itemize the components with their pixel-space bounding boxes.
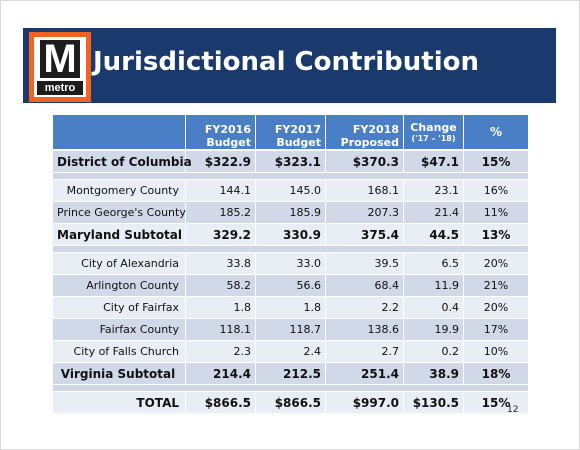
table-row-prince-georges: Prince George's County 185.2 185.9 207.3… <box>53 202 529 224</box>
table-header-row: FY2016 Budget FY2017 Budget FY2018 Propo… <box>53 115 529 151</box>
table-row-district-of-columbia: District of Columbia $322.9 $323.1 $370.… <box>53 151 529 173</box>
metro-logo-word: metro <box>37 81 83 95</box>
header-jurisdiction <box>53 115 186 151</box>
header-fy2017: FY2017 Budget <box>256 115 326 151</box>
header-fy2018: FY2018 Proposed <box>326 115 404 151</box>
header-change: Change ('17 – '18) <box>404 115 464 151</box>
table-row-fairfax-county: Fairfax County 118.1 118.7 138.6 19.9 17… <box>53 319 529 341</box>
slide-title: Jurisdictional Contribution <box>93 47 480 77</box>
page-number: 12 <box>507 405 519 415</box>
table-row-arlington: Arlington County 58.2 56.6 68.4 11.9 21% <box>53 275 529 297</box>
header-fy2016: FY2016 Budget <box>186 115 256 151</box>
table-row-maryland-subtotal: Maryland Subtotal 329.2 330.9 375.4 44.5… <box>53 224 529 246</box>
table-row-alexandria: City of Alexandria 33.8 33.0 39.5 6.5 20… <box>53 253 529 275</box>
table-spacer <box>53 246 529 253</box>
table-row-montgomery: Montgomery County 144.1 145.0 168.1 23.1… <box>53 180 529 202</box>
table-row-falls-church: City of Falls Church 2.3 2.4 2.7 0.2 10% <box>53 341 529 363</box>
table-row-total: TOTAL $866.5 $866.5 $997.0 $130.5 15% <box>53 392 529 414</box>
table-row-virginia-subtotal: Virginia Subtotal 214.4 212.5 251.4 38.9… <box>53 363 529 385</box>
table-row-city-of-fairfax: City of Fairfax 1.8 1.8 2.2 0.4 20% <box>53 297 529 319</box>
metro-logo-frame: M metro <box>34 37 86 97</box>
contribution-table: FY2016 Budget FY2017 Budget FY2018 Propo… <box>53 115 529 414</box>
table-spacer <box>53 173 529 180</box>
title-banner <box>23 28 556 103</box>
table-spacer <box>53 385 529 392</box>
header-percent: % <box>464 115 529 151</box>
metro-logo-letter: M <box>40 39 80 79</box>
metro-logo: M metro <box>29 32 91 102</box>
